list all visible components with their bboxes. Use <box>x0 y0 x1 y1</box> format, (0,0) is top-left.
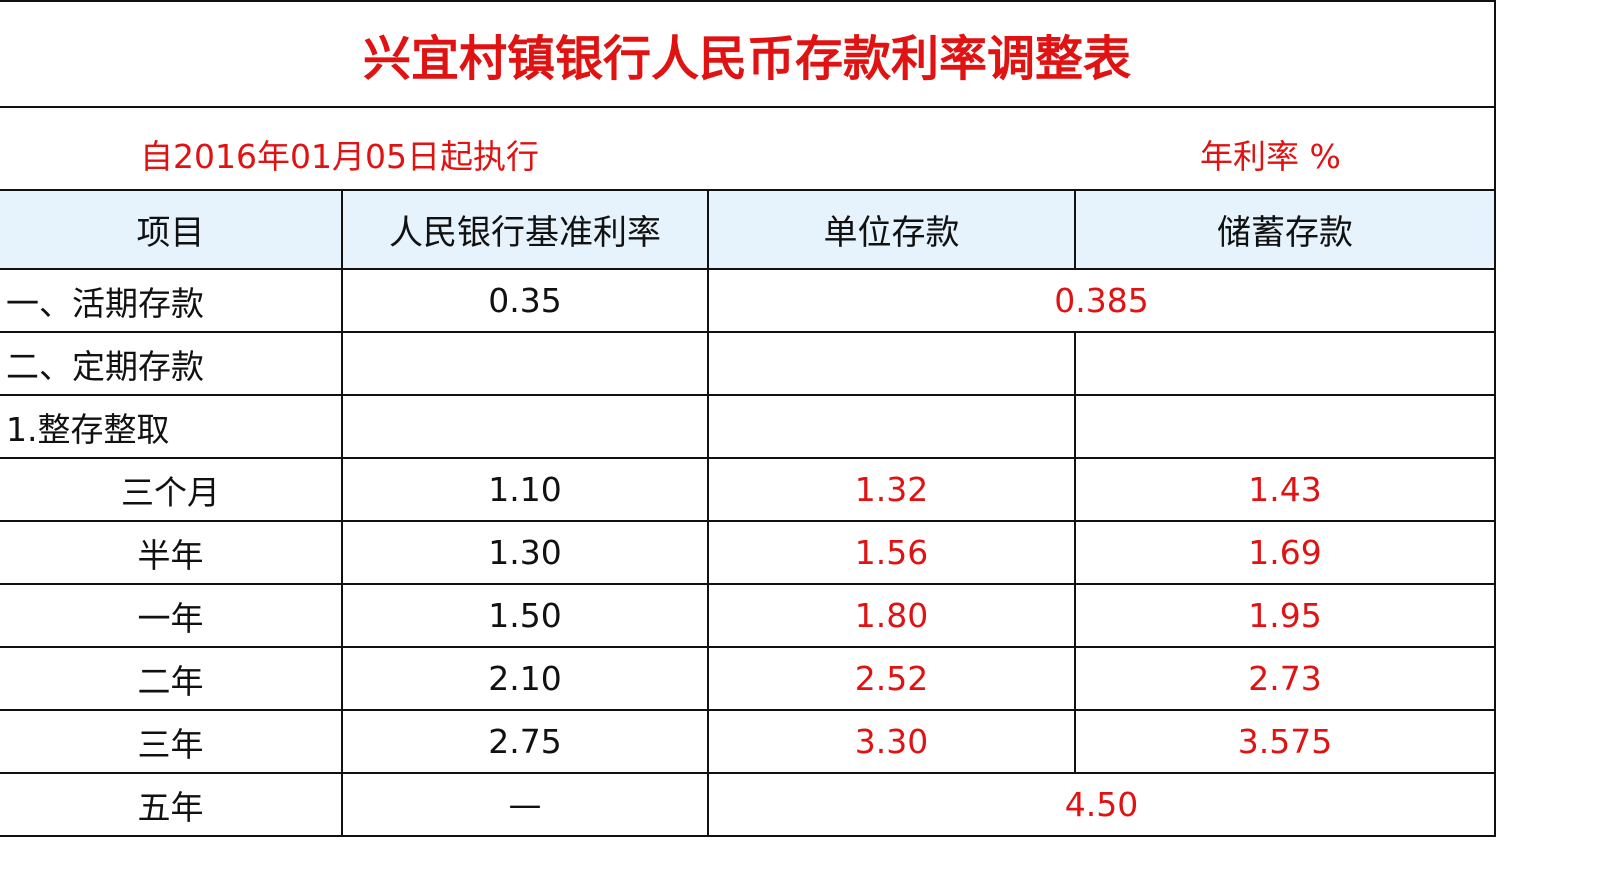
table-row: 三个月 1.10 1.32 1.43 <box>0 457 1497 522</box>
table-row: 二年 2.10 2.52 2.73 <box>0 646 1497 711</box>
effective-date: 自2016年01月05日起执行 <box>140 137 539 176</box>
base-rate-cell: 2.75 <box>341 709 709 774</box>
merged-rate-cell: 0.385 <box>706 268 1497 333</box>
unit-rate-cell <box>707 394 1076 459</box>
unit-rate-cell: 1.56 <box>707 520 1076 585</box>
merged-rate-cell: 4.50 <box>706 772 1497 837</box>
table-row: 三年 2.75 3.30 3.575 <box>0 709 1497 774</box>
unit-rate-cell: 1.32 <box>707 457 1076 522</box>
base-rate-cell <box>341 394 709 459</box>
base-rate-cell: 1.10 <box>341 457 709 522</box>
header-base-rate: 人民银行基准利率 <box>341 189 709 270</box>
header-unit-deposit: 单位存款 <box>707 189 1076 270</box>
item-cell: 1.整存整取 <box>0 394 343 459</box>
base-rate-cell: 0.35 <box>341 268 709 333</box>
item-cell: 一年 <box>0 583 343 648</box>
table-row: 半年 1.30 1.56 1.69 <box>0 520 1497 585</box>
subtitle-row: 自2016年01月05日起执行 年利率 % <box>0 106 1497 191</box>
unit-rate-cell: 3.30 <box>707 709 1076 774</box>
item-cell: 三年 <box>0 709 343 774</box>
header-item: 项目 <box>0 189 343 270</box>
savings-rate-cell <box>1073 394 1497 459</box>
table-row: 一年 1.50 1.80 1.95 <box>0 583 1497 648</box>
savings-rate-cell: 1.95 <box>1073 583 1497 648</box>
table-row: 五年 — 4.50 <box>0 772 1497 837</box>
header-row: 项目 人民银行基准利率 单位存款 储蓄存款 <box>0 189 1497 270</box>
item-cell: 五年 <box>0 772 343 837</box>
item-cell: 半年 <box>0 520 343 585</box>
savings-rate-cell <box>1073 331 1497 396</box>
item-cell: 二年 <box>0 646 343 711</box>
page-title: 兴宜村镇银行人民币存款利率调整表 <box>0 0 1497 108</box>
header-savings-deposit: 储蓄存款 <box>1073 189 1497 270</box>
item-cell: 一、活期存款 <box>0 268 343 333</box>
unit-label: 年利率 % <box>1200 137 1341 176</box>
base-rate-cell: 1.30 <box>341 520 709 585</box>
item-cell: 二、定期存款 <box>0 331 343 396</box>
base-rate-cell: 2.10 <box>341 646 709 711</box>
unit-rate-cell: 1.80 <box>707 583 1076 648</box>
savings-rate-cell: 1.43 <box>1073 457 1497 522</box>
base-rate-cell: — <box>341 772 709 837</box>
unit-rate-cell: 2.52 <box>707 646 1076 711</box>
table-row: 二、定期存款 <box>0 331 1497 396</box>
base-rate-cell: 1.50 <box>341 583 709 648</box>
table-row: 一、活期存款 0.35 0.385 <box>0 268 1497 333</box>
item-cell: 三个月 <box>0 457 343 522</box>
savings-rate-cell: 2.73 <box>1073 646 1497 711</box>
table-row: 1.整存整取 <box>0 394 1497 459</box>
rate-table: 兴宜村镇银行人民币存款利率调整表 自2016年01月05日起执行 年利率 % 项… <box>0 0 1497 837</box>
unit-rate-cell <box>707 331 1076 396</box>
savings-rate-cell: 1.69 <box>1073 520 1497 585</box>
base-rate-cell <box>341 331 709 396</box>
savings-rate-cell: 3.575 <box>1073 709 1497 774</box>
